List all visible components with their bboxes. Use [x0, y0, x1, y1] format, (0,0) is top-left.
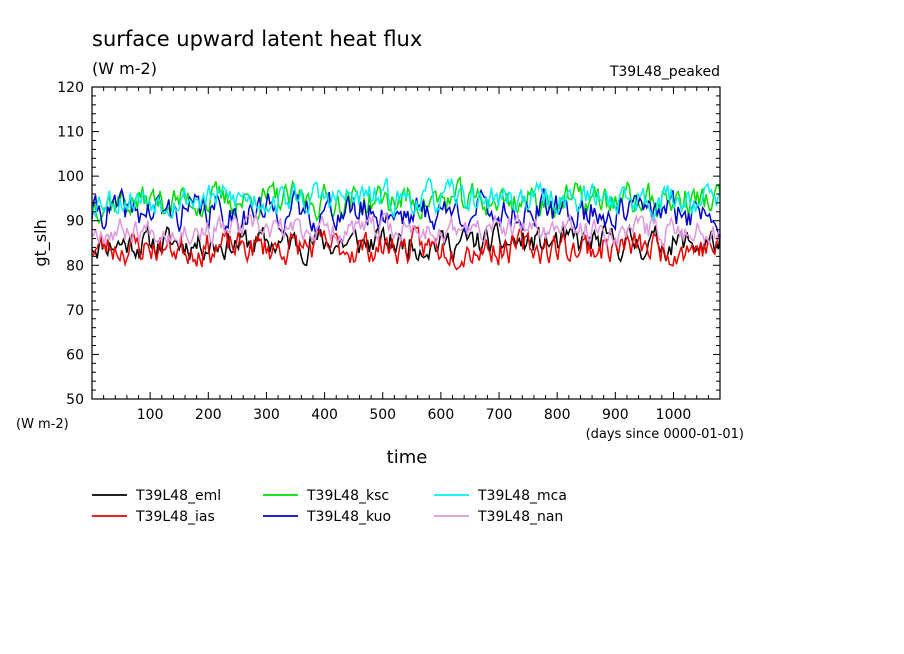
x-tick-label: 600: [428, 407, 455, 423]
x-tick-label: 1000: [656, 407, 692, 423]
y-tick-labels: 50 60 70 80 90 100 110 120: [57, 80, 84, 408]
series-lines: [91, 175, 721, 271]
chart-title: surface upward latent heat flux: [92, 27, 422, 51]
x-tick-label: 100: [137, 407, 164, 423]
y-tick-label: 80: [66, 258, 84, 274]
legend-label: T39L48_eml: [135, 488, 221, 504]
chart-subtitle: (W m-2): [92, 59, 157, 78]
legend: T39L48_eml T39L48_ias T39L48_ksc T39L48_kuo…: [92, 488, 567, 525]
legend-label: T39L48_kuo: [306, 509, 391, 525]
series-line-T39L48_ias: [91, 225, 721, 271]
x-tick-label: 500: [369, 407, 396, 423]
axis-ticks: [92, 87, 720, 399]
x-axis-label: time: [387, 447, 428, 468]
x-tick-label: 900: [602, 407, 629, 423]
legend-label: T39L48_ksc: [306, 488, 389, 504]
series-line-T39L48_nan: [91, 211, 721, 249]
legend-label: T39L48_ias: [135, 509, 215, 525]
y-tick-label: 120: [57, 80, 84, 96]
series-line-T39L48_mca: [91, 176, 721, 222]
y-tick-label: 60: [66, 347, 84, 363]
series-line-T39L48_kuo: [91, 187, 721, 238]
y-tick-label: 100: [57, 169, 84, 185]
series-line-T39L48_ksc: [91, 175, 721, 225]
y-axis-unit: (W m-2): [16, 417, 69, 432]
x-tick-label: 700: [486, 407, 513, 423]
legend-label: T39L48_mca: [477, 488, 567, 504]
chart-annotation: T39L48_peaked: [609, 64, 720, 80]
y-tick-label: 50: [66, 392, 84, 408]
y-axis-label: gt_slh: [31, 219, 51, 266]
x-tick-label: 300: [253, 407, 280, 423]
x-tick-label: 400: [311, 407, 338, 423]
y-tick-label: 70: [66, 303, 84, 319]
x-axis-unit: (days since 0000-01-01): [586, 427, 744, 442]
x-tick-label: 800: [544, 407, 571, 423]
x-tick-label: 200: [195, 407, 222, 423]
y-tick-label: 90: [66, 214, 84, 230]
y-tick-label: 110: [57, 125, 84, 141]
legend-label: T39L48_nan: [477, 509, 563, 525]
x-tick-labels: 100 200 300 400 500 600 700 800 900 1000: [137, 407, 692, 423]
